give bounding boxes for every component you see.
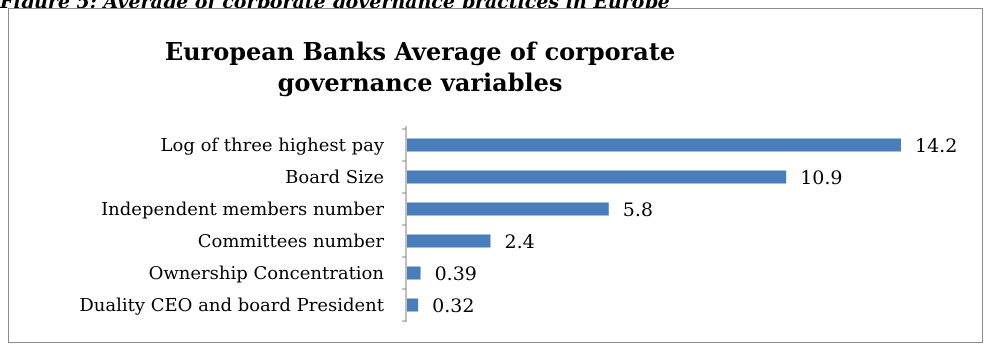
category-label: Duality CEO and board President xyxy=(79,295,384,316)
data-label: 2.4 xyxy=(504,231,534,253)
category-label: Board Size xyxy=(285,167,384,188)
bar xyxy=(407,266,421,280)
data-label: 10.9 xyxy=(800,167,842,189)
category-label: Ownership Concentration xyxy=(149,263,385,284)
data-label: 0.39 xyxy=(435,263,477,285)
category-label: Independent members number xyxy=(101,199,384,220)
data-label: 0.32 xyxy=(432,295,474,317)
bar xyxy=(407,202,609,216)
bar xyxy=(407,138,901,152)
bar xyxy=(407,234,491,248)
chart-title: European Banks Average of corporate gove… xyxy=(164,37,676,97)
bar xyxy=(407,170,787,184)
data-label: 5.8 xyxy=(623,199,653,221)
bar xyxy=(407,298,419,312)
category-label: Log of three highest pay xyxy=(161,135,385,156)
category-label: Committees number xyxy=(198,231,385,252)
data-label: 14.2 xyxy=(915,135,957,157)
